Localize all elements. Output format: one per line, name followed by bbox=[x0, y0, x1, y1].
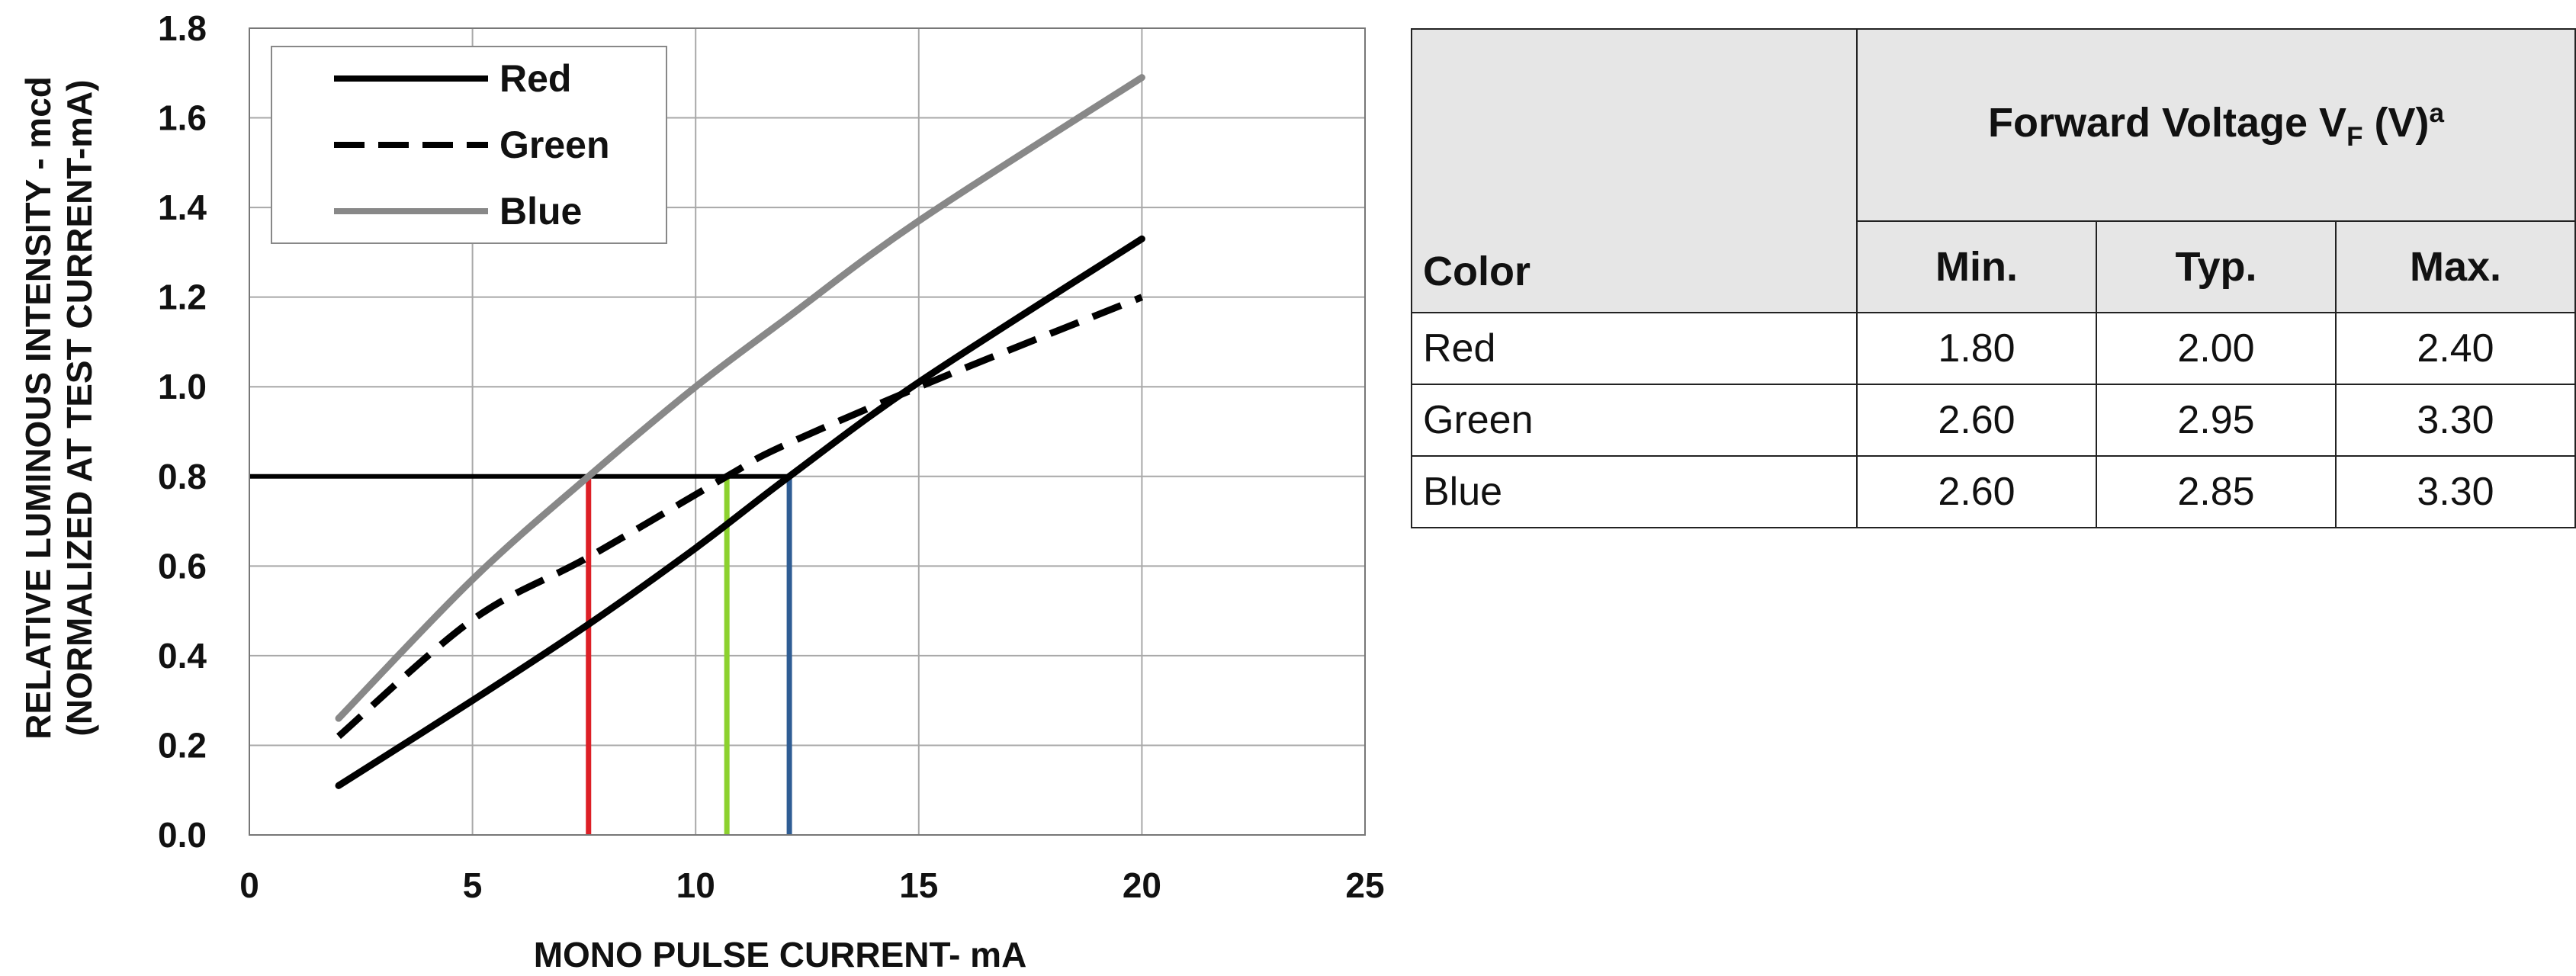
reference-lines bbox=[249, 474, 792, 835]
y-tick-label-4: 0.8 bbox=[158, 457, 207, 496]
legend-label-blue: Blue bbox=[499, 190, 582, 233]
row-color-blue: Blue bbox=[1411, 455, 1858, 528]
cell-max: 2.40 bbox=[2335, 312, 2576, 385]
color-header: Color bbox=[1411, 28, 1858, 313]
luminous-intensity-chart: 0 5 10 15 20 25 0.0 0.2 0.4 0.6 0.8 1.0 1.2 1.4 1.6 1.8… bbox=[18, 8, 1385, 974]
cell-min: 2.60 bbox=[1856, 384, 2097, 457]
x-tick-label-2: 10 bbox=[676, 865, 715, 905]
cell-typ: 2.00 bbox=[2096, 312, 2337, 385]
y-tick-label-7: 1.4 bbox=[158, 188, 207, 227]
x-tick-label-0: 0 bbox=[239, 865, 259, 905]
series-lines bbox=[335, 74, 1145, 789]
cell-max: 3.30 bbox=[2335, 384, 2576, 457]
y-tick-label-1: 0.2 bbox=[158, 725, 207, 765]
tick-labels: 0 5 10 15 20 25 0.0 0.2 0.4 0.6 0.8 1.0 1.2 1.4 1.6 1.8 bbox=[158, 8, 1385, 905]
forward-voltage-table: Color Forward Voltage VF (V)a Min. Typ. … bbox=[1411, 28, 2576, 528]
series-line-green bbox=[336, 294, 1144, 740]
y-axis-title-line2: (NORMALIZED AT TEST CURRENT-mA) bbox=[59, 79, 99, 736]
y-axis-title-line1: RELATIVE LUMINOUS INTENSITY - mcd bbox=[18, 76, 58, 740]
cell-min: 1.80 bbox=[1856, 312, 2097, 385]
y-tick-label-0: 0.0 bbox=[158, 815, 207, 855]
cell-min: 2.60 bbox=[1856, 455, 2097, 528]
y-tick-label-9: 1.8 bbox=[158, 8, 207, 48]
series-line-blue bbox=[335, 74, 1145, 722]
forward-voltage-header: Forward Voltage VF (V)a bbox=[1856, 28, 2576, 222]
cell-typ: 2.95 bbox=[2096, 384, 2337, 457]
min-header: Min. bbox=[1856, 220, 2097, 313]
x-tick-label-5: 25 bbox=[1345, 865, 1384, 905]
legend-label-green: Green bbox=[499, 124, 610, 166]
x-tick-label-3: 15 bbox=[899, 865, 938, 905]
x-tick-label-1: 5 bbox=[463, 865, 483, 905]
max-header: Max. bbox=[2335, 220, 2576, 313]
row-color-red: Red bbox=[1411, 312, 1858, 385]
cell-typ: 2.85 bbox=[2096, 455, 2337, 528]
x-axis-title: MONO PULSE CURRENT- mA bbox=[534, 935, 1027, 974]
y-tick-label-6: 1.2 bbox=[158, 278, 207, 317]
y-tick-label-5: 1.0 bbox=[158, 367, 207, 406]
legend-label-red: Red bbox=[499, 57, 571, 100]
x-tick-label-4: 20 bbox=[1123, 865, 1161, 905]
y-tick-label-2: 0.4 bbox=[158, 636, 207, 676]
table-row: Red 1.80 2.00 2.40 bbox=[1411, 312, 2576, 385]
chart-legend: Red Green Blue bbox=[271, 46, 667, 244]
cell-max: 3.30 bbox=[2335, 455, 2576, 528]
typ-header: Typ. bbox=[2096, 220, 2337, 313]
y-tick-label-3: 0.6 bbox=[158, 546, 207, 586]
row-color-green: Green bbox=[1411, 384, 1858, 457]
series-line-red bbox=[335, 235, 1145, 789]
table-row: Green 2.60 2.95 3.30 bbox=[1411, 384, 2576, 457]
table-row: Blue 2.60 2.85 3.30 bbox=[1411, 455, 2576, 528]
y-tick-label-8: 1.6 bbox=[158, 98, 207, 138]
plot-border bbox=[249, 27, 1366, 836]
